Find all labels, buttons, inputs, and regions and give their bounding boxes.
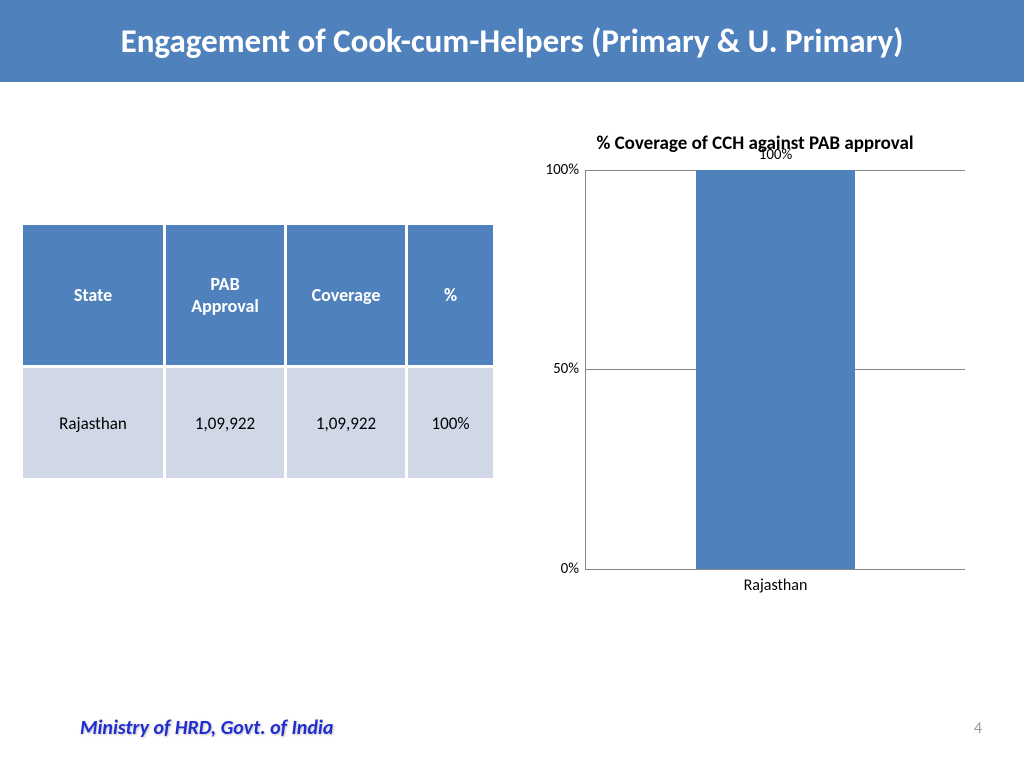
th-state: State <box>23 225 163 365</box>
page-title: Engagement of Cook-cum-Helpers (Primary … <box>121 21 904 61</box>
table-row: Rajasthan 1,09,922 1,09,922 100% <box>23 368 493 478</box>
th-pab: PAB Approval <box>166 225 284 365</box>
chart-ytick: 100% <box>531 161 579 179</box>
data-table: State PAB Approval Coverage % Rajasthan … <box>20 222 496 481</box>
title-bar: Engagement of Cook-cum-Helpers (Primary … <box>0 0 1024 82</box>
chart-ytick: 0% <box>531 560 579 578</box>
coverage-chart: % Coverage of CCH against PAB approval 0… <box>525 132 985 570</box>
td-pct: 100% <box>408 368 493 478</box>
content-area: State PAB Approval Coverage % Rajasthan … <box>0 82 1024 682</box>
chart-ytick: 50% <box>531 360 579 378</box>
chart-xtick: Rajasthan <box>586 576 965 595</box>
chart-plot-area: 0%50%100%100%Rajasthan <box>585 170 965 570</box>
footer-ministry: Ministry of HRD, Govt. of India <box>80 716 333 740</box>
chart-bar: 100% <box>696 170 855 569</box>
td-state: Rajasthan <box>23 368 163 478</box>
chart-bar-label: 100% <box>696 146 855 164</box>
td-pab: 1,09,922 <box>166 368 284 478</box>
th-pct: % <box>408 225 493 365</box>
td-coverage: 1,09,922 <box>287 368 405 478</box>
page-number: 4 <box>974 719 982 738</box>
table-header-row: State PAB Approval Coverage % <box>23 225 493 365</box>
th-coverage: Coverage <box>287 225 405 365</box>
